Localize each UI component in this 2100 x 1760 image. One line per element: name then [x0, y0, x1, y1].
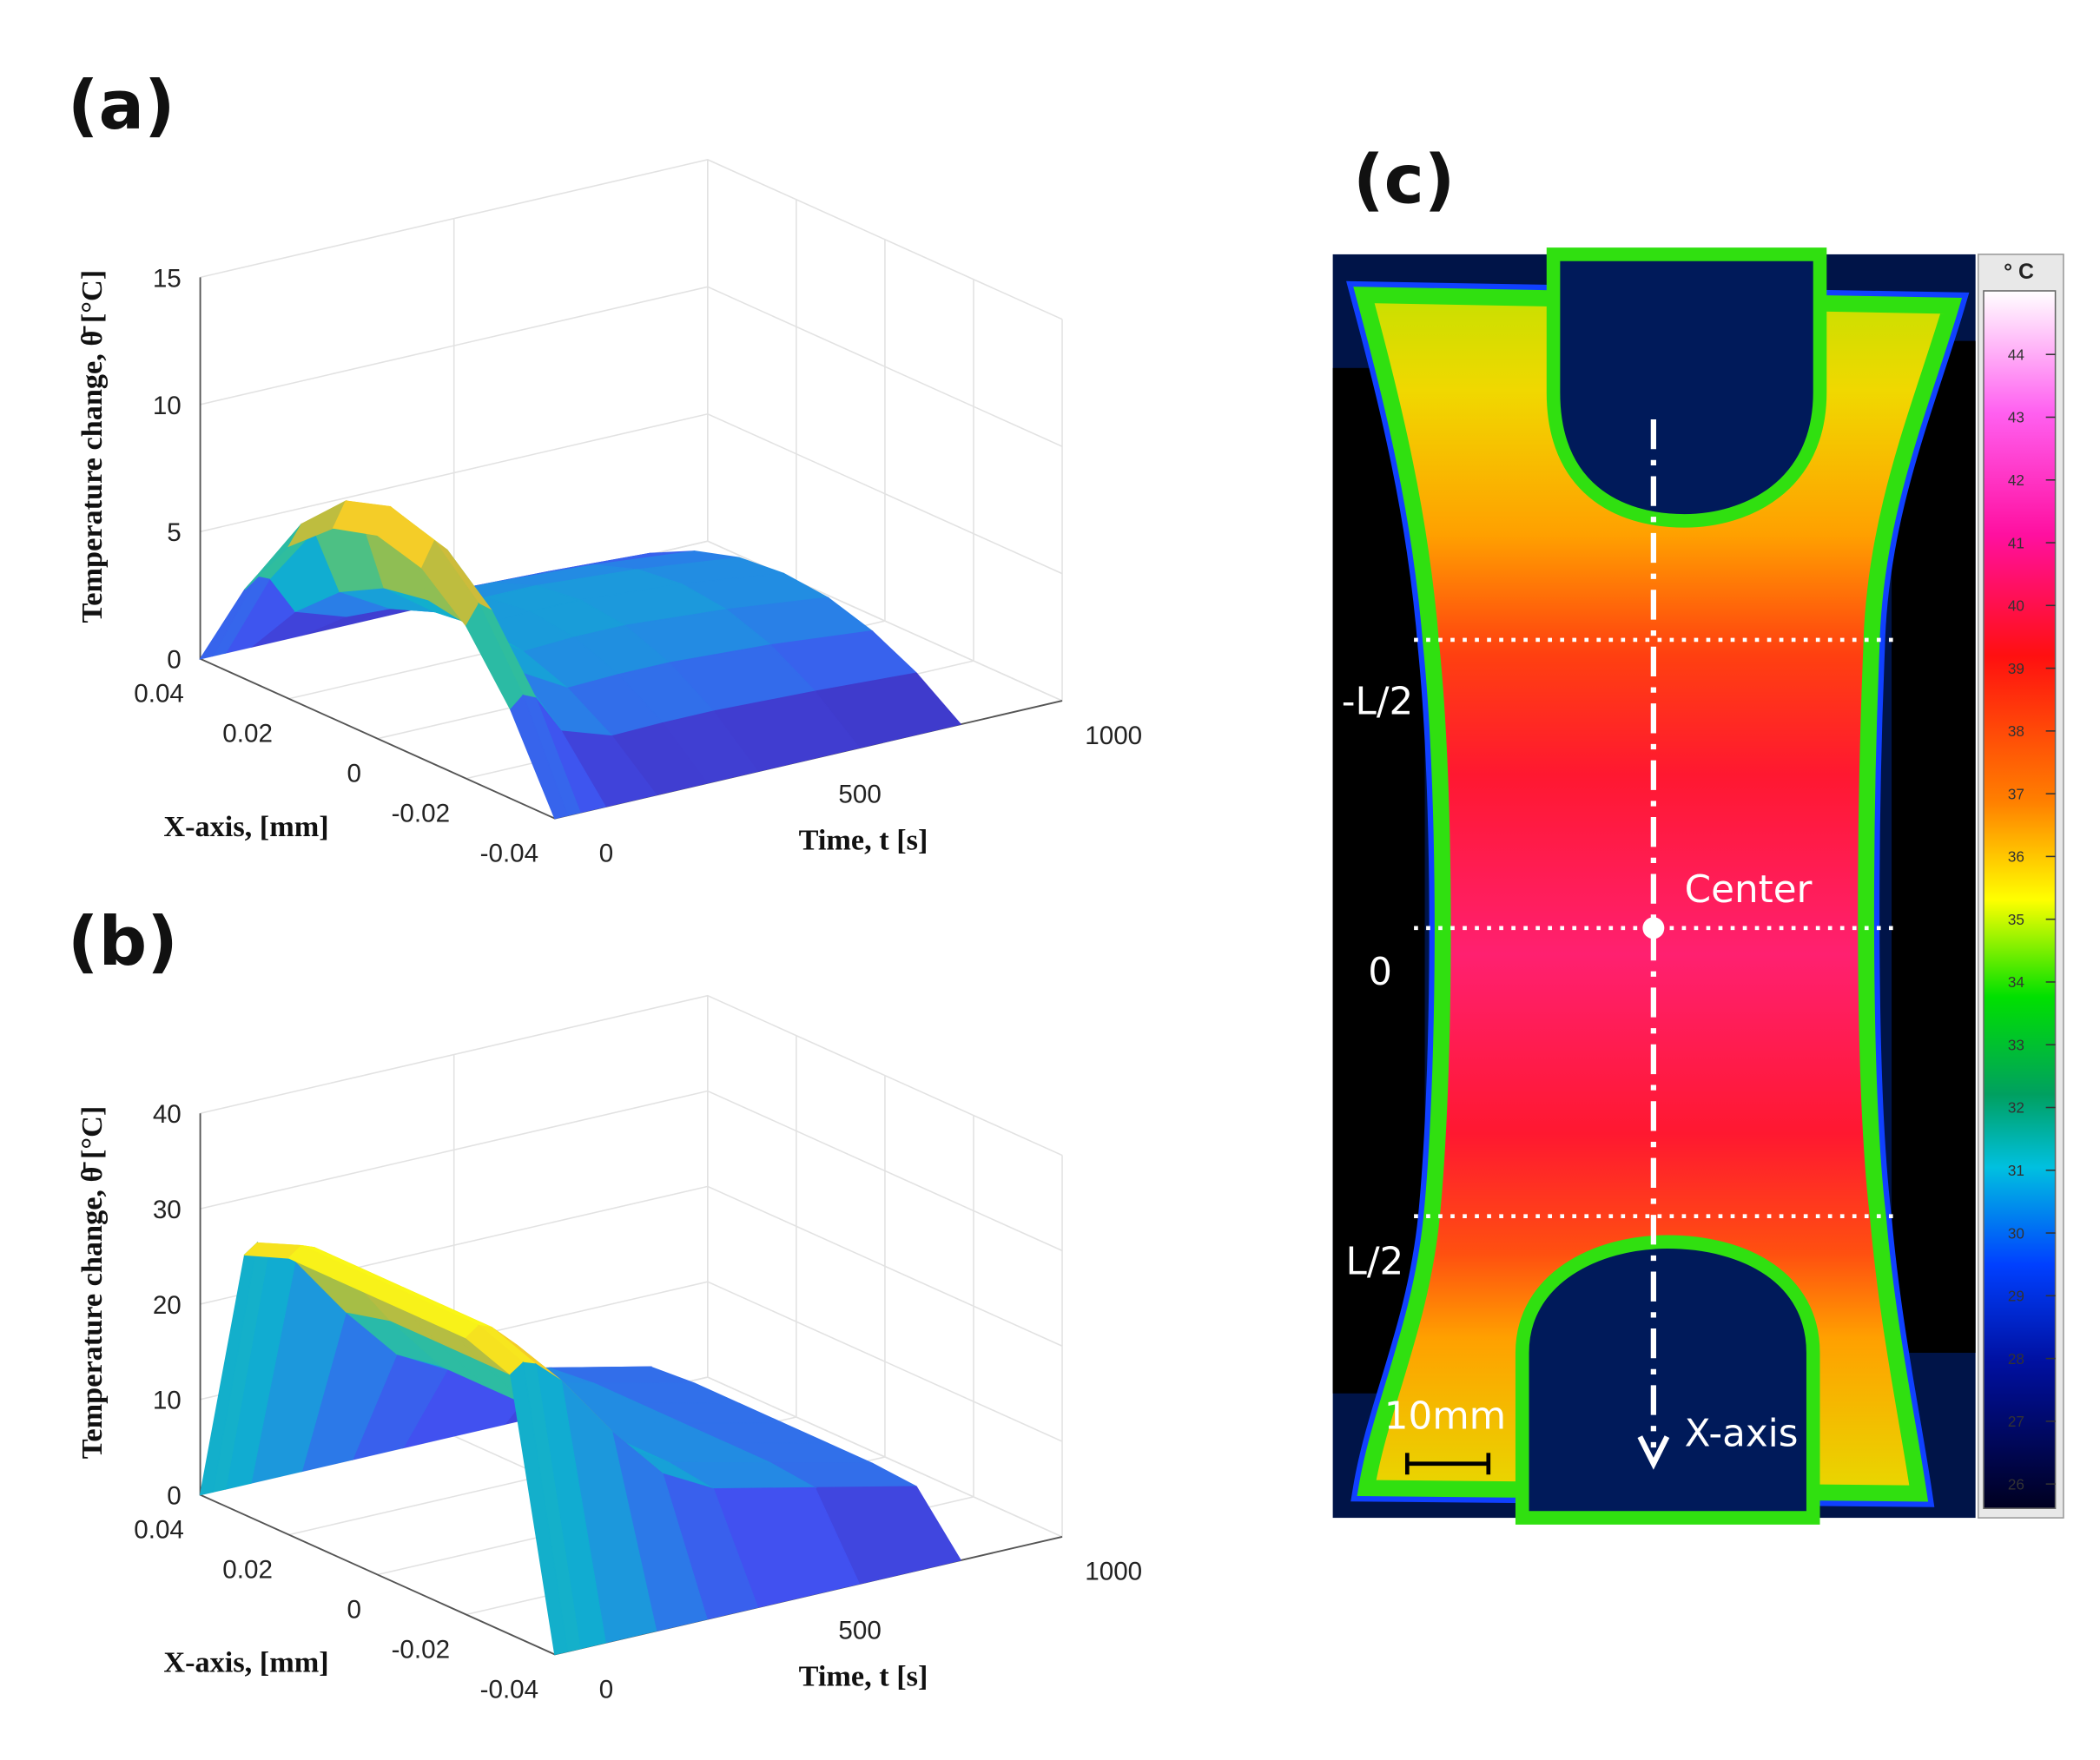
- colorbar-tick-label: 27: [2008, 1413, 2024, 1430]
- x-tick-label: -0.02: [392, 800, 450, 828]
- colorbar-tick-label: 36: [2008, 848, 2024, 866]
- x-tick-label: 0.04: [134, 680, 184, 709]
- grip-bottom: [1515, 1235, 1820, 1525]
- center-point: [1642, 917, 1665, 939]
- scale-label: 10mm: [1384, 1394, 1506, 1438]
- z-tick-label: 10: [153, 1387, 182, 1415]
- t-tick-label: 500: [838, 1617, 881, 1645]
- label: L/2: [1346, 1241, 1404, 1284]
- label: 0: [1368, 951, 1392, 994]
- colorbar-tick-label: 39: [2008, 660, 2024, 677]
- colorbar-tick-label: 29: [2008, 1288, 2024, 1305]
- t-tick-label: 500: [838, 781, 881, 809]
- colorbar-tick-label: 41: [2008, 534, 2024, 551]
- z-tick-label: 5: [167, 518, 181, 547]
- surface-plot: 0 5 10 15 -0.04 -0.02 0 0.02 0.04 0 500 1000 X-axis,…: [68, 67, 1142, 867]
- colorbar-tick-label: 40: [2008, 597, 2024, 615]
- label: Center: [1685, 868, 1813, 912]
- x-tick-label: 0: [347, 1595, 361, 1624]
- axis-arrow: [1637, 1435, 1670, 1470]
- t-axis-title: Time, t [s]: [799, 823, 928, 856]
- colorbar: [1983, 290, 2057, 1509]
- surface-patch: [510, 1361, 569, 1656]
- surface-plot: 0 10 20 30 40 -0.04 -0.02 0 0.02 0.04 0 500 1000 X-ax…: [68, 903, 1142, 1704]
- x-tick-label: -0.04: [480, 1675, 538, 1704]
- z-axis-title: Temperature change, θ̄ [°C]: [76, 270, 109, 623]
- x-axis-title: X-axis, [mm]: [163, 810, 328, 843]
- x-axis-title: X-axis, [mm]: [163, 1646, 328, 1679]
- z-tick-label: 0: [167, 1482, 181, 1511]
- grid-line: [200, 994, 1063, 1157]
- grid-line: [707, 995, 1063, 1538]
- colorbar-tick-label: 31: [2008, 1162, 2024, 1179]
- t-tick-label: 0: [599, 839, 613, 867]
- x-tick-label: 0.02: [222, 1555, 273, 1584]
- x-tick-label: -0.04: [480, 839, 538, 867]
- z-tick-label: 10: [153, 392, 182, 420]
- label: X-axis: [1685, 1413, 1799, 1456]
- colorbar-tick-label: 32: [2008, 1099, 2024, 1117]
- dark-area: [1892, 340, 1976, 1354]
- t-axis-title: Time, t [s]: [799, 1659, 928, 1692]
- t-tick-label: 1000: [1085, 722, 1142, 750]
- colorbar-tick-label: 43: [2008, 409, 2024, 426]
- thermal-image: -L/2 0 L/2 Center 10mm X-axis ° C (c) 44…: [1332, 142, 2064, 1525]
- colorbar-tick-label: 34: [2008, 973, 2025, 991]
- colorbar-tick-label: 38: [2008, 722, 2024, 740]
- colorbar-unit: ° C: [2004, 260, 2034, 284]
- colorbar-tick-label: 30: [2008, 1224, 2024, 1242]
- colorbar-tick-label: 35: [2008, 911, 2024, 928]
- surface-patch: [510, 694, 569, 820]
- z-tick-label: 15: [153, 264, 182, 293]
- t-tick-label: 0: [599, 1675, 613, 1704]
- colorbar-tick-label: 26: [2008, 1475, 2024, 1493]
- x-tick-label: -0.02: [392, 1635, 450, 1664]
- z-tick-label: 40: [153, 1100, 182, 1129]
- grid-line: [200, 1090, 1063, 1252]
- z-tick-label: 20: [153, 1291, 182, 1320]
- label: -L/2: [1342, 681, 1413, 724]
- grip-top: [1546, 247, 1827, 528]
- x-tick-label: 0.04: [134, 1515, 184, 1544]
- colorbar-tick-label: 28: [2008, 1350, 2024, 1368]
- z-tick-label: 0: [167, 646, 181, 675]
- z-axis-title: Temperature change, θ̄ [°C]: [76, 1106, 109, 1460]
- panel-label: (a): [68, 67, 175, 145]
- colorbar-tick-label: 37: [2008, 785, 2024, 802]
- grid-line: [200, 286, 1063, 447]
- x-tick-label: 0: [347, 760, 361, 788]
- colorbar-tick-label: 42: [2008, 471, 2024, 489]
- panel-label: (c): [1353, 142, 1455, 220]
- grid-line: [200, 159, 1063, 320]
- t-tick-label: 1000: [1085, 1558, 1142, 1586]
- panel-label: (b): [68, 903, 178, 981]
- grid-line: [707, 159, 1063, 702]
- colorbar-tick-label: 33: [2008, 1036, 2024, 1053]
- z-tick-label: 30: [153, 1196, 182, 1224]
- x-tick-label: 0.02: [222, 720, 273, 748]
- colorbar-tick-label: 44: [2008, 346, 2025, 363]
